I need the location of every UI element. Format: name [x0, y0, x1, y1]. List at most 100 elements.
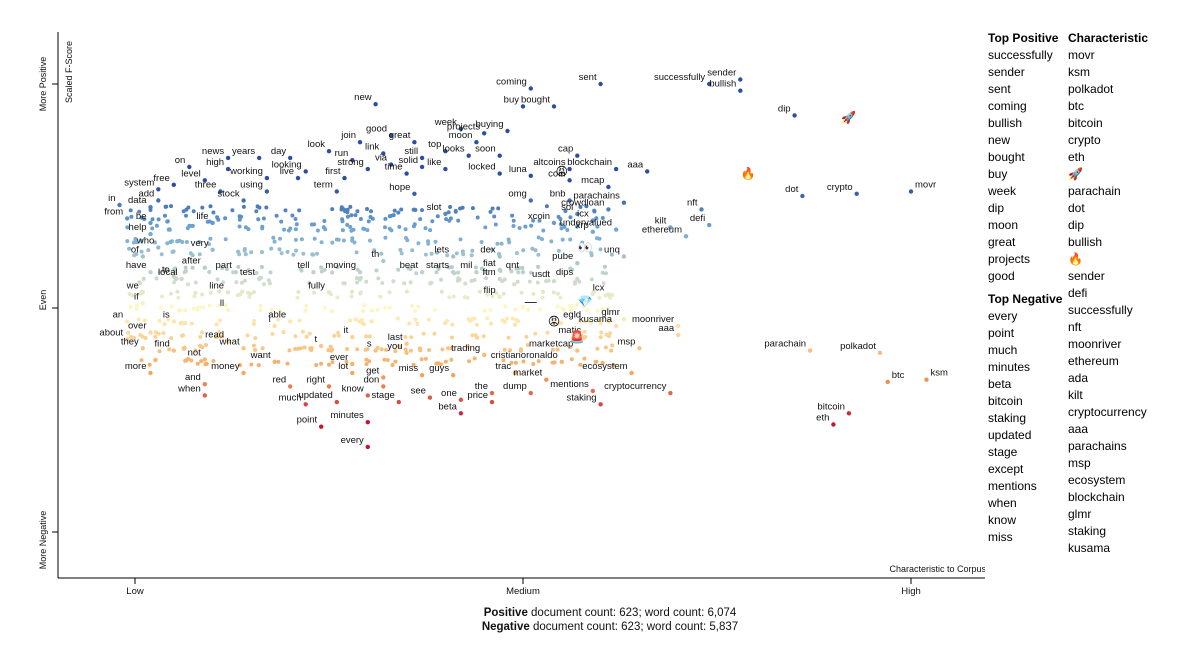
point-eth[interactable] — [831, 422, 836, 427]
top-negative-item[interactable]: when — [988, 496, 1017, 510]
top-negative-item[interactable]: mentions — [988, 479, 1037, 493]
point-undervalued[interactable] — [613, 227, 619, 232]
point-starts[interactable] — [451, 270, 456, 275]
point-moving[interactable] — [357, 270, 363, 275]
point-xrp[interactable] — [590, 229, 595, 234]
top-positive-item[interactable]: moon — [988, 218, 1019, 232]
point-staking[interactable] — [598, 402, 603, 407]
characteristic-item[interactable]: sender — [1068, 269, 1105, 283]
point-over[interactable] — [148, 330, 153, 335]
point-bullish[interactable] — [738, 88, 743, 93]
point-hope[interactable] — [412, 191, 417, 196]
point-flip[interactable] — [497, 294, 502, 299]
point-we[interactable] — [140, 290, 145, 295]
characteristic-item[interactable]: cryptocurrency — [1068, 405, 1147, 419]
point-coming[interactable] — [528, 86, 533, 91]
point-don[interactable] — [381, 384, 386, 389]
point-able[interactable] — [288, 319, 293, 324]
point-kilt[interactable] — [668, 225, 673, 230]
top-positive-item[interactable]: good — [988, 269, 1015, 283]
point-dex[interactable] — [497, 254, 502, 259]
point-guys[interactable] — [451, 373, 456, 378]
point-crypto[interactable] — [854, 191, 859, 196]
emoji-point[interactable]: 💎 — [578, 294, 593, 308]
point-be[interactable] — [148, 220, 153, 226]
point-market[interactable] — [544, 377, 549, 382]
point-marketcap[interactable] — [575, 348, 580, 353]
point-blockchain[interactable] — [613, 166, 619, 172]
point-an[interactable] — [125, 319, 130, 324]
characteristic-item[interactable]: staking — [1068, 524, 1107, 538]
point-t[interactable] — [319, 343, 324, 349]
top-negative-item[interactable]: staking — [988, 411, 1027, 425]
top-negative-item[interactable]: every — [988, 309, 1018, 323]
point-cap[interactable] — [575, 153, 580, 158]
point-ecosystem[interactable] — [629, 370, 634, 376]
point-point[interactable] — [319, 424, 324, 429]
point-sent[interactable] — [598, 81, 603, 87]
point-luna[interactable] — [528, 173, 533, 178]
characteristic-item[interactable]: glmr — [1068, 507, 1092, 521]
point-have[interactable] — [148, 270, 153, 275]
point-omg[interactable] — [528, 198, 533, 203]
top-negative-item[interactable]: know — [988, 513, 1017, 527]
point-moonriver[interactable] — [676, 323, 681, 329]
point-price[interactable] — [489, 399, 495, 405]
point-more[interactable] — [148, 370, 153, 376]
point-egld[interactable] — [582, 319, 588, 324]
point-updated[interactable] — [334, 399, 339, 405]
point-three[interactable] — [218, 189, 223, 194]
characteristic-item[interactable]: moonriver — [1068, 337, 1122, 351]
point-strong[interactable] — [365, 166, 370, 172]
emoji-point[interactable]: 🚨 — [570, 330, 585, 344]
point-mentions[interactable] — [590, 388, 595, 394]
point-trac[interactable] — [513, 370, 518, 376]
point-nft[interactable] — [699, 207, 704, 212]
point-lets[interactable] — [451, 254, 456, 259]
top-negative-item[interactable]: much — [988, 343, 1018, 357]
top-positive-item[interactable]: week — [988, 184, 1017, 198]
point-the[interactable] — [489, 390, 495, 396]
point-locked[interactable] — [497, 171, 502, 176]
point-ethereum[interactable] — [683, 234, 689, 239]
point-bnb[interactable] — [567, 198, 572, 203]
point-aaa[interactable] — [676, 332, 681, 338]
characteristic-item[interactable]: btc — [1068, 99, 1085, 113]
point-i[interactable] — [272, 323, 277, 329]
point-test[interactable] — [257, 276, 262, 282]
characteristic-item[interactable]: eth — [1068, 150, 1085, 164]
point-crowdloan[interactable] — [606, 207, 611, 212]
top-negative-item[interactable]: except — [988, 462, 1024, 476]
point-soon[interactable] — [497, 153, 502, 158]
characteristic-item[interactable]: ethereum — [1068, 354, 1119, 368]
point-week[interactable] — [458, 126, 464, 131]
point-red[interactable] — [288, 384, 293, 389]
top-positive-item[interactable]: projects — [988, 252, 1031, 266]
characteristic-item[interactable]: ecosystem — [1068, 473, 1126, 487]
point-good[interactable] — [388, 133, 394, 138]
point-and[interactable] — [202, 382, 207, 387]
emoji-point[interactable]: 👀 — [578, 241, 593, 255]
characteristic-item[interactable]: aaa — [1068, 422, 1089, 436]
emoji-point[interactable]: 😡 — [548, 314, 561, 328]
point-run[interactable] — [350, 158, 355, 163]
characteristic-item[interactable]: 🚀 — [1068, 167, 1083, 181]
point-great[interactable] — [412, 140, 417, 145]
point-right[interactable] — [326, 384, 332, 389]
emoji-point[interactable]: 🚀 — [841, 111, 856, 125]
characteristic-item[interactable]: bullish — [1068, 235, 1103, 249]
point-sender[interactable] — [738, 77, 743, 82]
point-look[interactable] — [326, 149, 332, 154]
point-ll[interactable] — [225, 308, 231, 313]
point-movr[interactable] — [908, 189, 914, 194]
point-line[interactable] — [225, 290, 231, 295]
point-time[interactable] — [404, 171, 409, 176]
point-lot[interactable] — [350, 370, 355, 376]
characteristic-item[interactable]: polkadot — [1068, 82, 1114, 96]
point-bought[interactable] — [551, 104, 557, 109]
point-about[interactable] — [125, 337, 130, 342]
point-every[interactable] — [365, 444, 370, 450]
top-negative-item[interactable]: stage — [988, 445, 1018, 459]
point-ksm[interactable] — [924, 377, 929, 382]
point-local[interactable] — [179, 276, 184, 282]
